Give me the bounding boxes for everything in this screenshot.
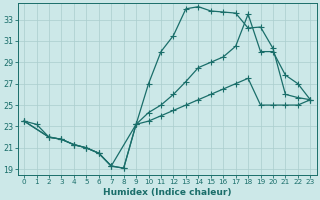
X-axis label: Humidex (Indice chaleur): Humidex (Indice chaleur) [103,188,231,197]
